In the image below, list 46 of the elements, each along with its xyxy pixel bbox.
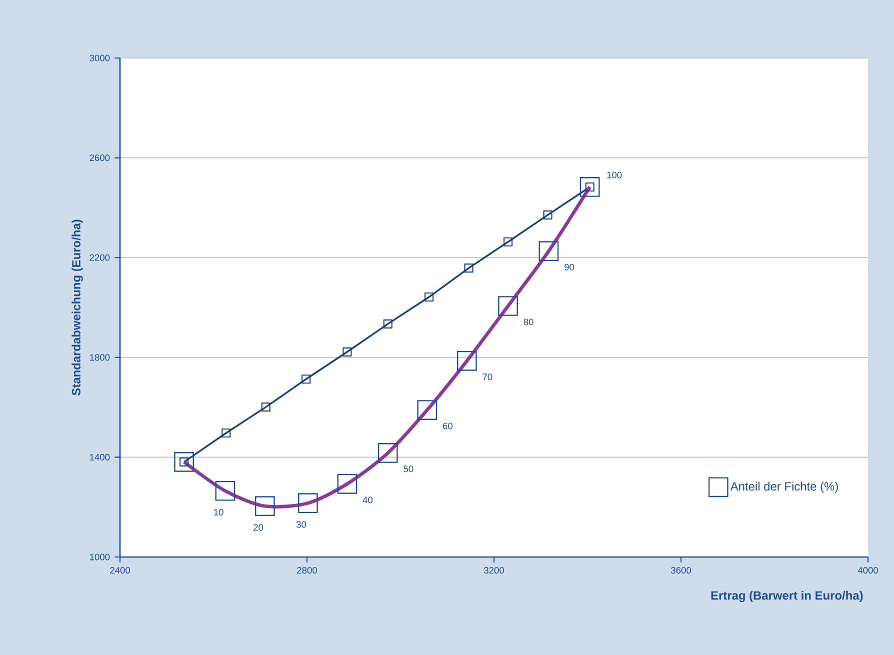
point — [337, 474, 358, 494]
annotation: 100 — [607, 172, 622, 178]
y-tick-label: 2200 — [90, 254, 110, 261]
x-tick-label: 2400 — [110, 567, 130, 574]
legend-label: Anteil der Fichte (%) — [730, 482, 838, 493]
point — [503, 237, 513, 246]
point — [538, 241, 559, 262]
point — [174, 452, 194, 472]
point — [302, 374, 311, 384]
point — [261, 402, 270, 412]
point — [424, 292, 434, 302]
point — [378, 443, 398, 463]
x-tick-label: 3200 — [484, 567, 504, 574]
y-tick-label: 1800 — [90, 354, 110, 361]
annotation: 90 — [564, 264, 574, 270]
x-axis-title: Ertrag (Barwert in Euro/ha) — [711, 590, 863, 602]
annotation: 70 — [482, 374, 492, 380]
x-tick-label: 3600 — [671, 567, 691, 574]
point — [580, 177, 600, 197]
point — [456, 350, 477, 371]
point — [298, 493, 318, 514]
point — [222, 428, 231, 438]
point — [342, 347, 352, 356]
point — [464, 264, 474, 273]
annotation: 40 — [362, 496, 373, 504]
point — [498, 296, 518, 316]
annotation: 60 — [442, 422, 452, 430]
annotation: 30 — [296, 521, 306, 528]
y-tick-label: 2600 — [90, 154, 110, 162]
annotation: 20 — [254, 524, 264, 531]
point — [180, 457, 189, 466]
y-tick-label: 1000 — [90, 554, 110, 560]
point — [254, 496, 275, 516]
y-tick-label: 1400 — [90, 454, 110, 460]
annotation: 50 — [404, 466, 414, 472]
x-tick-label: 4000 — [858, 567, 878, 574]
point — [383, 319, 392, 328]
y-tick-label: 3000 — [90, 54, 110, 62]
point — [417, 400, 438, 420]
x-tick-label: 2800 — [297, 567, 317, 574]
point — [215, 480, 236, 501]
annotation: 80 — [524, 318, 534, 326]
point — [543, 210, 552, 220]
point — [585, 182, 594, 192]
y-axis-title: Standardabweichung (Euro/ha) — [72, 220, 83, 396]
annotation: 10 — [214, 508, 224, 516]
